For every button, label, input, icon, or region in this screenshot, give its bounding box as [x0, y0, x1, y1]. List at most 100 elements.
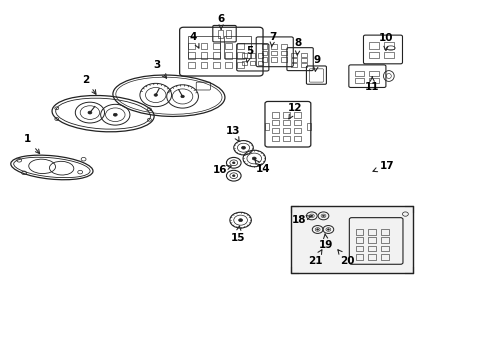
Bar [283, 112, 289, 118]
Bar [383, 51, 393, 58]
Text: 2: 2 [82, 75, 96, 94]
Bar [217, 31, 222, 39]
Bar [188, 52, 195, 59]
Ellipse shape [241, 146, 245, 149]
Bar [367, 237, 375, 243]
Bar [249, 60, 254, 65]
Bar [380, 237, 388, 243]
Bar [368, 51, 378, 58]
Bar [224, 36, 250, 58]
Bar [188, 36, 220, 58]
Text: 12: 12 [287, 103, 302, 119]
Bar [224, 62, 231, 68]
Bar [301, 58, 306, 62]
Ellipse shape [181, 95, 184, 98]
Bar [242, 53, 246, 58]
Text: 6: 6 [217, 14, 224, 30]
Bar [380, 246, 388, 251]
Bar [355, 246, 363, 251]
Bar [212, 62, 219, 68]
Text: 20: 20 [337, 250, 353, 266]
Text: 18: 18 [291, 215, 311, 225]
Bar [283, 136, 289, 141]
Text: 19: 19 [319, 234, 333, 249]
Text: 16: 16 [212, 165, 231, 175]
Ellipse shape [322, 215, 324, 217]
Bar [242, 60, 246, 65]
Bar [261, 51, 267, 55]
Ellipse shape [316, 229, 318, 230]
Bar [226, 31, 231, 39]
Bar [224, 52, 231, 59]
Text: 9: 9 [312, 55, 320, 71]
Text: 3: 3 [153, 60, 166, 78]
Bar [301, 63, 306, 67]
Ellipse shape [88, 111, 92, 114]
Bar [383, 42, 393, 49]
Text: 21: 21 [307, 250, 322, 266]
Bar [293, 128, 300, 134]
Bar [237, 52, 244, 59]
Bar [367, 229, 375, 235]
Bar [237, 43, 244, 49]
Bar [272, 120, 279, 126]
Bar [224, 43, 231, 49]
Bar [354, 78, 364, 83]
Ellipse shape [252, 157, 256, 160]
Text: 4: 4 [189, 32, 199, 48]
Bar [354, 71, 364, 76]
Bar [257, 53, 262, 58]
Bar [380, 254, 388, 260]
Ellipse shape [327, 229, 329, 230]
Bar [291, 53, 297, 57]
Bar [188, 43, 195, 49]
Bar [368, 71, 378, 76]
Ellipse shape [154, 94, 157, 96]
Text: 5: 5 [245, 46, 252, 62]
Bar [271, 51, 277, 55]
Bar [291, 58, 297, 62]
Bar [306, 123, 310, 130]
Ellipse shape [310, 215, 312, 217]
Text: 13: 13 [225, 126, 240, 141]
Bar [272, 136, 279, 141]
Ellipse shape [113, 113, 117, 116]
Text: 1: 1 [24, 134, 40, 154]
Text: 11: 11 [364, 77, 379, 93]
Ellipse shape [232, 162, 235, 164]
Bar [293, 136, 300, 141]
Bar [355, 229, 363, 235]
Bar [271, 44, 277, 49]
Bar [367, 254, 375, 260]
Bar [291, 63, 297, 67]
Bar [272, 112, 279, 118]
Ellipse shape [238, 219, 242, 222]
Bar [367, 246, 375, 251]
Bar [188, 62, 195, 68]
Bar [290, 206, 412, 273]
Bar [271, 57, 277, 62]
Bar [272, 128, 279, 134]
Bar [293, 120, 300, 126]
Bar [212, 43, 219, 49]
Bar [261, 44, 267, 49]
Bar [281, 51, 286, 55]
Bar [293, 112, 300, 118]
Bar [249, 53, 254, 58]
Ellipse shape [232, 175, 235, 177]
Bar [264, 123, 268, 130]
Text: 10: 10 [378, 33, 392, 50]
Text: 14: 14 [254, 159, 270, 174]
Bar [281, 44, 286, 49]
Text: 7: 7 [268, 32, 276, 47]
Bar [200, 52, 207, 59]
Bar [200, 43, 207, 49]
Bar [212, 52, 219, 59]
Bar [380, 229, 388, 235]
Text: 17: 17 [372, 161, 393, 172]
Bar [257, 60, 262, 65]
Bar [355, 254, 363, 260]
Bar [368, 78, 378, 83]
Text: 15: 15 [230, 226, 244, 243]
Bar [283, 128, 289, 134]
